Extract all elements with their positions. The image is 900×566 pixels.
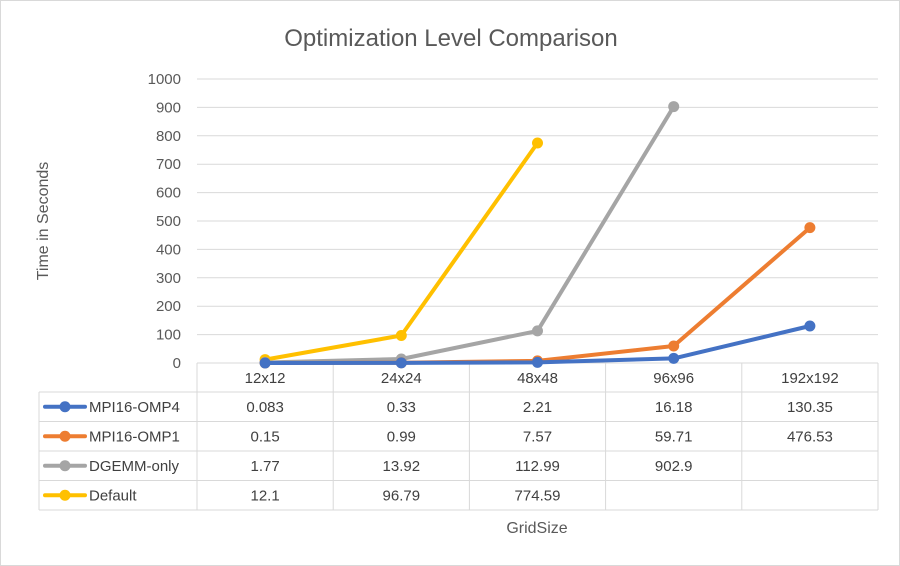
data-table-cell: 0.15 bbox=[250, 428, 279, 445]
data-point bbox=[804, 222, 816, 234]
y-tick-label: 500 bbox=[156, 213, 181, 230]
y-tick-label: 800 bbox=[156, 128, 181, 145]
data-table-cell: 0.33 bbox=[387, 399, 416, 416]
legend-key-marker bbox=[59, 401, 71, 413]
y-tick-label: 700 bbox=[156, 156, 181, 173]
data-point bbox=[532, 356, 543, 368]
x-category-label: 24x24 bbox=[381, 370, 422, 387]
chart-title: Optimization Level Comparison bbox=[284, 25, 617, 52]
x-axis-title: GridSize bbox=[506, 520, 567, 537]
y-tick-label: 200 bbox=[156, 298, 181, 315]
data-table-cell: 96.79 bbox=[383, 487, 421, 504]
data-point bbox=[532, 137, 543, 149]
y-tick-label: 400 bbox=[156, 241, 181, 258]
data-table-cell: 902.9 bbox=[655, 458, 693, 475]
data-point bbox=[395, 330, 407, 342]
data-point bbox=[668, 340, 680, 352]
y-tick-label: 100 bbox=[156, 327, 181, 344]
y-tick-label: 0 bbox=[173, 355, 181, 372]
legend-series-name: Default bbox=[89, 487, 137, 504]
data-table-cell: 59.71 bbox=[655, 428, 693, 445]
series-lines bbox=[259, 101, 816, 369]
legend-series-name: MPI16-OMP4 bbox=[89, 399, 180, 416]
series-line bbox=[263, 225, 812, 365]
x-category-label: 12x12 bbox=[245, 370, 286, 387]
legend-series-name: MPI16-OMP1 bbox=[89, 428, 180, 445]
y-tick-label: 900 bbox=[156, 99, 181, 116]
data-table-cell: 16.18 bbox=[655, 399, 693, 416]
data-table: 12x12 24x24 48x48 96x96 192x192 MPI16-OMP4 0.0… bbox=[38, 362, 879, 511]
data-table-cell: 130.35 bbox=[787, 399, 833, 416]
data-table-cell: 0.99 bbox=[387, 428, 416, 445]
data-table-cell: 13.92 bbox=[383, 458, 421, 475]
data-table-cell: 112.99 bbox=[515, 458, 560, 475]
data-table-cell: 2.21 bbox=[523, 399, 552, 416]
series-line bbox=[263, 141, 540, 362]
legend-key-marker bbox=[59, 460, 71, 472]
gridlines bbox=[197, 78, 878, 364]
data-point bbox=[668, 352, 680, 364]
data-table-cell: 476.53 bbox=[787, 428, 833, 445]
legend-key-marker bbox=[59, 489, 71, 501]
data-point bbox=[804, 320, 816, 332]
data-point bbox=[395, 357, 407, 369]
y-tick-label: 600 bbox=[156, 185, 181, 202]
x-category-label: 48x48 bbox=[517, 370, 558, 387]
data-point bbox=[259, 357, 271, 369]
data-table-cell: 774.59 bbox=[515, 487, 561, 504]
data-table-cell: 1.77 bbox=[250, 458, 279, 475]
data-point bbox=[668, 101, 680, 113]
y-axis-title: Time in Seconds bbox=[35, 162, 52, 281]
series-line bbox=[263, 104, 676, 365]
legend-series-name: DGEMM-only bbox=[89, 458, 180, 475]
data-point bbox=[532, 325, 543, 337]
x-category-label: 96x96 bbox=[653, 370, 694, 387]
x-category-label: 192x192 bbox=[781, 370, 839, 387]
data-table-cell: 0.083 bbox=[246, 399, 284, 416]
legend-key-marker bbox=[59, 430, 71, 442]
y-tick-label: 300 bbox=[156, 270, 181, 287]
data-table-cell: 7.57 bbox=[523, 428, 552, 445]
y-tick-label: 1000 bbox=[148, 71, 181, 88]
data-table-cell: 12.1 bbox=[250, 487, 279, 504]
y-axis-ticks: 0 100 200 300 400 500 600 700 800 900 1000 bbox=[148, 71, 181, 372]
